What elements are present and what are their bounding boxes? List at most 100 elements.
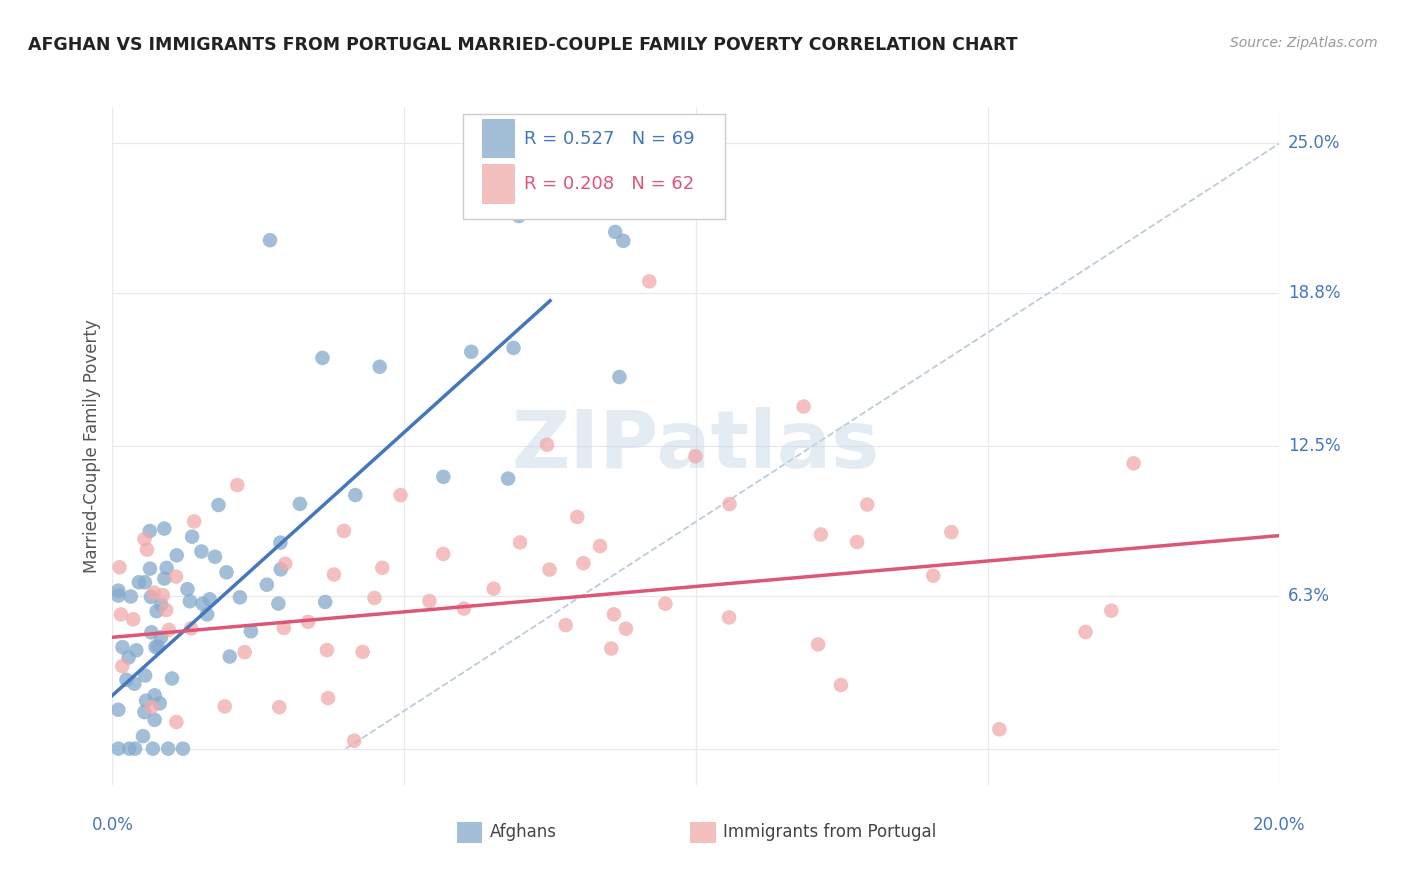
Point (638, 274, 661, 288)
Point (614, 622, 637, 636)
Text: Immigrants from Portugal: Immigrants from Portugal (723, 823, 936, 841)
Point (274, 557, 297, 571)
Point (139, 561, 162, 575)
FancyBboxPatch shape (482, 120, 515, 159)
Text: Afghans: Afghans (489, 823, 557, 841)
Text: ZIPatlas: ZIPatlas (512, 407, 880, 485)
Point (132, 729, 155, 743)
Point (830, 678, 852, 692)
Point (124, 676, 146, 690)
Point (107, 703, 129, 717)
Point (149, 697, 172, 711)
Point (155, 603, 177, 617)
Point (297, 615, 319, 629)
Point (718, 497, 741, 511)
Point (343, 733, 366, 747)
Point (432, 547, 454, 561)
Point (142, 585, 165, 599)
Point (352, 645, 374, 659)
Point (605, 225, 627, 239)
Point (139, 524, 162, 538)
Point (135, 694, 157, 708)
Point (117, 650, 139, 665)
Point (807, 637, 830, 651)
Point (183, 515, 205, 529)
Point (496, 472, 519, 486)
FancyBboxPatch shape (690, 822, 716, 843)
Point (239, 624, 262, 639)
Point (141, 700, 163, 714)
Point (1099, 604, 1122, 618)
Point (536, 438, 558, 452)
Point (134, 705, 156, 719)
Point (508, 209, 530, 223)
Point (214, 699, 236, 714)
Point (141, 625, 163, 640)
Text: R = 0.208   N = 62: R = 0.208 N = 62 (524, 175, 695, 193)
Point (229, 591, 252, 605)
Point (846, 535, 869, 549)
Point (139, 590, 162, 604)
Point (363, 591, 385, 605)
Point (150, 598, 173, 612)
Point (316, 691, 339, 706)
Point (153, 572, 176, 586)
Point (218, 649, 240, 664)
Point (572, 556, 595, 570)
Point (111, 659, 134, 673)
Point (134, 532, 156, 546)
Point (165, 714, 187, 729)
Point (810, 527, 832, 541)
Point (143, 688, 166, 702)
Text: Source: ZipAtlas.com: Source: ZipAtlas.com (1230, 36, 1378, 50)
Text: 18.8%: 18.8% (1288, 285, 1340, 302)
Point (856, 498, 879, 512)
Point (538, 563, 561, 577)
Text: R = 0.527   N = 69: R = 0.527 N = 69 (524, 130, 695, 148)
Point (215, 566, 238, 580)
Point (145, 604, 167, 618)
Point (371, 561, 394, 575)
Point (160, 672, 183, 686)
Point (554, 618, 576, 632)
Point (922, 568, 945, 582)
Point (269, 700, 291, 714)
Point (180, 621, 202, 635)
Point (165, 569, 187, 583)
Point (157, 741, 180, 756)
Point (233, 645, 256, 659)
Point (612, 234, 634, 248)
Point (181, 530, 204, 544)
Point (195, 607, 218, 622)
Point (157, 623, 180, 637)
Point (204, 549, 226, 564)
Point (482, 582, 505, 596)
Point (654, 597, 676, 611)
Point (166, 549, 188, 563)
Point (110, 607, 132, 622)
Point (418, 594, 440, 608)
Point (226, 478, 249, 492)
Point (118, 741, 141, 756)
Text: 12.5%: 12.5% (1288, 437, 1340, 455)
Point (432, 470, 454, 484)
Point (128, 575, 150, 590)
Point (179, 594, 201, 608)
Point (152, 588, 174, 602)
Text: 25.0%: 25.0% (1288, 135, 1340, 153)
Point (589, 539, 612, 553)
Point (941, 525, 963, 540)
Point (176, 582, 198, 597)
Point (322, 567, 344, 582)
Point (190, 544, 212, 558)
Point (191, 597, 214, 611)
Point (136, 542, 159, 557)
Point (143, 713, 166, 727)
Point (108, 560, 131, 574)
Point (124, 741, 146, 756)
Point (273, 621, 295, 635)
Point (567, 510, 589, 524)
Point (603, 607, 626, 622)
Point (685, 450, 707, 464)
Text: AFGHAN VS IMMIGRANTS FROM PORTUGAL MARRIED-COUPLE FAMILY POVERTY CORRELATION CHA: AFGHAN VS IMMIGRANTS FROM PORTUGAL MARRI… (28, 36, 1018, 54)
